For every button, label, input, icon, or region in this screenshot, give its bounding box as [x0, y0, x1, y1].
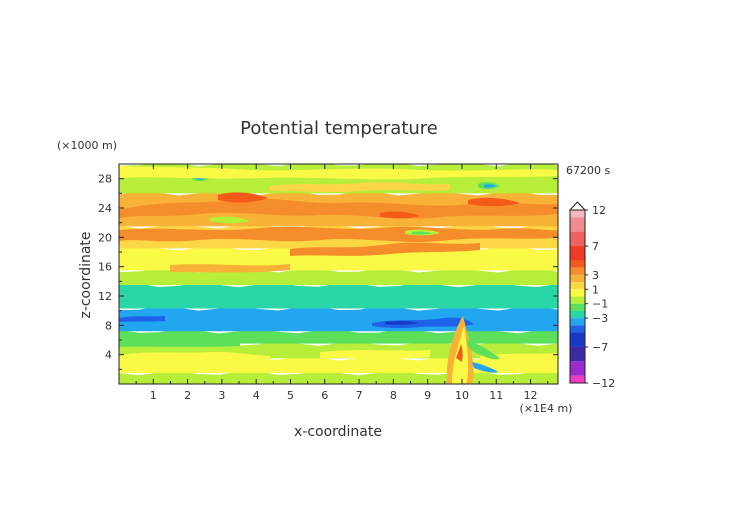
x-tick-label: 7	[356, 389, 363, 402]
contour-band	[119, 246, 558, 271]
x-tick-label: 6	[321, 389, 328, 402]
y-tick-label: 24	[98, 202, 112, 215]
lower-warm-streak	[480, 353, 558, 363]
convective-plume	[472, 362, 498, 373]
time-label: 67200 s	[566, 164, 610, 177]
y-unit-label: (×1000 m)	[57, 139, 117, 152]
warm-streak	[119, 226, 558, 243]
colorbar-segment	[570, 310, 585, 319]
colorbar-segment	[570, 289, 585, 297]
colorbar-segment	[570, 332, 585, 347]
cold-filament	[385, 321, 420, 325]
warm-streak	[170, 264, 290, 273]
colorbar-tick-label: 7	[592, 240, 599, 253]
colorbar-segment	[570, 296, 585, 304]
colorbar-segment	[570, 361, 585, 376]
hot-core	[380, 211, 420, 219]
x-tick-label: 10	[455, 389, 469, 402]
colorbar-segment	[570, 318, 585, 326]
colorbar-segment	[570, 325, 585, 333]
colorbar-tick-label: −7	[592, 341, 608, 354]
x-tick-label: 3	[218, 389, 225, 402]
convective-plume	[466, 340, 500, 360]
x-tick-label: 12	[524, 389, 538, 402]
colorbar: 12 7 31 −1−3 −7 −12	[568, 201, 615, 390]
x-tick-label: 11	[489, 389, 503, 402]
contour-plot-area	[119, 164, 558, 384]
colorbar-segment	[570, 210, 585, 218]
x-tick-label: 1	[150, 389, 157, 402]
cold-filament	[372, 317, 474, 329]
cool-pocket	[412, 231, 432, 235]
chart-title: Potential temperature	[240, 118, 438, 139]
colorbar-tick-label: −1	[592, 298, 608, 311]
top-cell	[270, 182, 450, 193]
cold-filament	[119, 316, 165, 322]
top-cell	[119, 166, 558, 180]
colorbar-segment	[570, 217, 585, 232]
x-tick-label: 8	[390, 389, 397, 402]
x-tick-label: 2	[184, 389, 191, 402]
colorbar-segment	[570, 231, 585, 247]
colorbar-segment	[570, 303, 585, 311]
contour-band	[119, 306, 558, 332]
y-tick-label: 4	[105, 349, 112, 362]
colorbar-segment	[570, 274, 585, 283]
colorbar-segment	[570, 346, 585, 362]
y-tick-label: 12	[98, 290, 112, 303]
colorbar-segment	[570, 260, 585, 268]
contour-band	[119, 329, 558, 344]
x-tick-label: 5	[287, 389, 294, 402]
lower-cool-streak	[119, 341, 240, 347]
colorbar-tick-label: −12	[592, 377, 615, 390]
warm-streak	[119, 198, 558, 219]
convective-plume	[456, 344, 463, 362]
colorbar-segment	[570, 375, 585, 383]
colorbar-extend-arrow	[568, 201, 587, 211]
contour-features	[119, 166, 558, 384]
y-tick-label: 28	[98, 173, 112, 186]
hot-core	[468, 197, 520, 207]
colorbar-tick-label: −3	[592, 312, 608, 325]
y-tick-label: 20	[98, 231, 112, 244]
colorbar-segment	[570, 282, 585, 290]
plot-frame	[118, 163, 559, 385]
colorbar-tick-label: 12	[592, 204, 606, 217]
x-axis-title: x-coordinate	[294, 424, 382, 440]
hot-core	[218, 192, 268, 203]
y-tick-label: 16	[98, 261, 112, 274]
y-axis-title: z-coordinate	[78, 231, 94, 318]
y-tick-label: 8	[105, 319, 112, 332]
colorbar-segment	[570, 267, 585, 275]
lower-warm-streak	[119, 351, 270, 363]
colorbar-frame	[569, 209, 586, 384]
colorbar-tick-label: 3	[592, 269, 599, 282]
lower-warm-streak	[320, 350, 430, 359]
x-unit-label: (×1E4 m)	[520, 402, 573, 415]
top-cell	[484, 184, 496, 188]
cool-pocket	[210, 216, 250, 224]
x-tick-label: 9	[424, 389, 431, 402]
x-tick-label: 4	[253, 389, 260, 402]
contour-band	[119, 282, 558, 309]
colorbar-tick-label: 1	[592, 283, 599, 296]
colorbar-segment	[570, 246, 585, 261]
warm-streak	[290, 242, 480, 256]
